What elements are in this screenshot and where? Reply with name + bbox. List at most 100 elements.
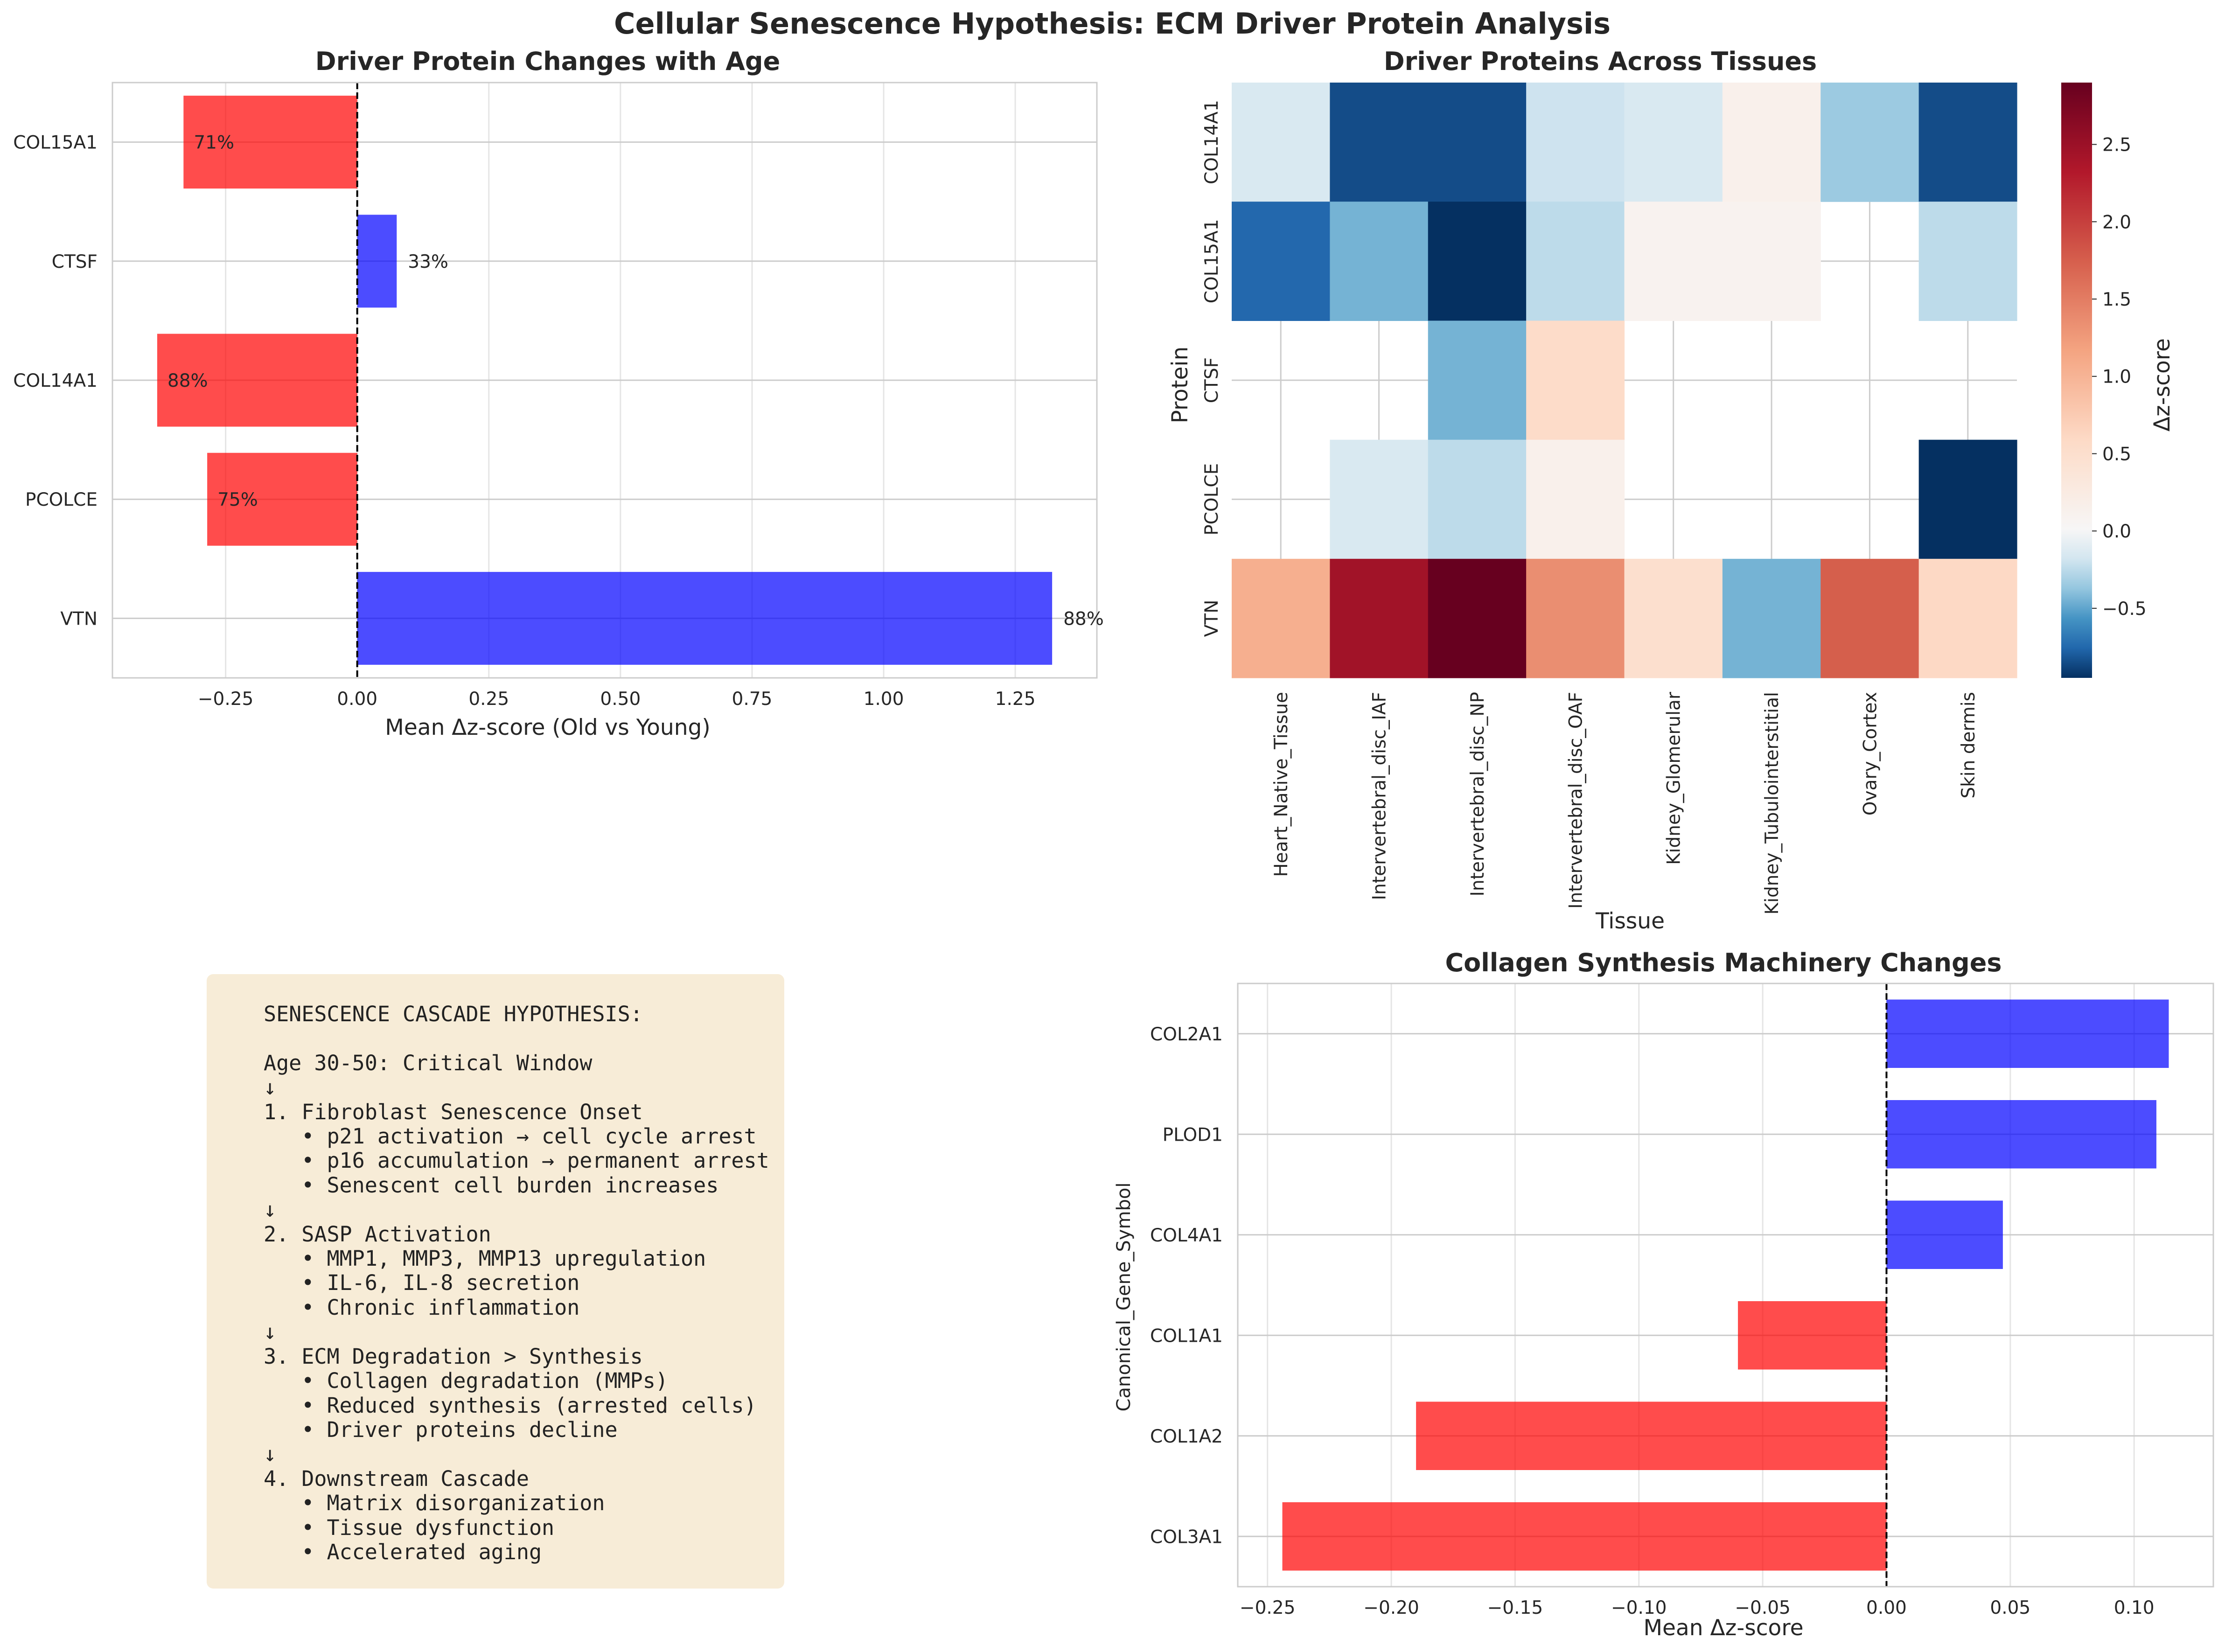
colorbar-tick-label: 2.0	[2102, 212, 2131, 233]
x-tick-label: 1.25	[995, 689, 1036, 710]
bar-data-label: 88%	[167, 370, 208, 391]
heatmap-cell	[1722, 202, 1821, 321]
heatmap-y-tick-label: COL15A1	[1201, 219, 1222, 303]
heatmap-cell	[1330, 439, 1429, 559]
heatmap-cell	[1526, 83, 1625, 202]
bar-data-label: 71%	[194, 132, 234, 153]
x-tick-label: −0.25	[1240, 1597, 1296, 1618]
driver-protein-bar-chart: Driver Protein Changes with Age COL15A1 C…	[13, 47, 1104, 740]
figure-suptitle: Cellular Senescence Hypothesis: ECM Driv…	[614, 7, 1611, 41]
heatmap-title: Driver Proteins Across Tissues	[1384, 47, 1817, 76]
heatmap-cell	[1428, 558, 1527, 678]
heatmap-cell	[1820, 558, 1919, 678]
heatmap-cell	[1330, 83, 1429, 202]
heatmap-cell	[1428, 202, 1527, 321]
heatmap-cell	[1918, 202, 2017, 321]
heatmap-cell	[1232, 202, 1330, 321]
heatmap-cell	[1918, 83, 2017, 202]
heatmap-cell	[1232, 558, 1330, 678]
heatmap-x-tick-label: Intervertebral_disc_OAF	[1565, 692, 1586, 909]
x-tick-label: −0.15	[1487, 1597, 1543, 1618]
x-tick-label: −0.25	[198, 689, 254, 710]
bar-col4a1	[1886, 1200, 2003, 1269]
heatmap-cell	[1722, 83, 1821, 202]
bar-pcolce	[207, 453, 357, 546]
y-tick-label: COL2A1	[1150, 1024, 1223, 1045]
heatmap-x-tick-label: Intervertebral_disc_IAF	[1369, 692, 1390, 900]
heatmap-x-tick-label: Skin dermis	[1958, 692, 1979, 799]
bar-chart-1-title: Driver Protein Changes with Age	[315, 47, 780, 76]
colorbar-tick-label: 1.0	[2102, 367, 2131, 388]
heatmap-cell	[1526, 558, 1625, 678]
x-tick-label: 0.00	[337, 689, 377, 710]
bar-col15a1	[183, 96, 357, 189]
heatmap-x-tick-label: Intervertebral_disc_NP	[1467, 692, 1488, 897]
heatmap-x-tick-label: Kidney_Tubulointerstitial	[1762, 692, 1783, 914]
bar-plod1	[1886, 1100, 2156, 1169]
heatmap-cell	[1624, 558, 1723, 678]
heatmap-cell	[1428, 321, 1527, 440]
bar-chart-1-xlabel: Mean Δz-score (Old vs Young)	[385, 715, 710, 740]
heatmap-x-tick-label: Kidney_Glomerular	[1664, 691, 1685, 865]
y-tick-label: COL1A2	[1150, 1426, 1223, 1447]
x-tick-label: 0.25	[468, 689, 509, 710]
tissue-heatmap: Driver Proteins Across Tissues COL14A1 CO…	[1167, 47, 2175, 934]
y-tick-label: PLOD1	[1163, 1124, 1223, 1145]
bar-data-label: 33%	[408, 251, 448, 272]
bar-col14a1	[157, 334, 357, 427]
axes-frame	[1237, 983, 2214, 1588]
bar-col1a1	[1738, 1301, 1887, 1370]
y-tick-label: VTN	[60, 608, 98, 629]
x-tick-label: 1.00	[864, 689, 904, 710]
heatmap-cell	[1820, 83, 1919, 202]
colorbar-tick-label: 0.5	[2102, 444, 2131, 465]
bar-ctsf	[357, 215, 397, 308]
colorbar-tick-label: 2.5	[2102, 135, 2131, 156]
collagen-synthesis-bar-chart: Collagen Synthesis Machinery Changes COL…	[1113, 948, 2214, 1641]
x-tick-label: 0.50	[600, 689, 641, 710]
heatmap-cell	[1428, 439, 1527, 559]
y-tick-label: CTSF	[52, 251, 98, 272]
x-tick-label: −0.05	[1735, 1597, 1791, 1618]
heatmap-cell	[1330, 202, 1429, 321]
x-tick-label: −0.20	[1363, 1597, 1419, 1618]
heatmap-colorbar: −0.5 0.0 0.5 1.0 1.5 2.0 2.5	[2061, 83, 2147, 678]
heatmap-x-tick-label: Heart_Native_Tissue	[1271, 692, 1292, 877]
bar-col1a2	[1416, 1401, 1887, 1471]
bar-vtn	[357, 572, 1053, 665]
y-tick-label: COL15A1	[13, 132, 98, 153]
colorbar-tick-label: 0.0	[2102, 521, 2131, 542]
x-tick-label: 0.75	[732, 689, 773, 710]
bar-data-label: 75%	[217, 489, 258, 510]
bar-chart-2-xlabel: Mean Δz-score	[1643, 1615, 1803, 1641]
heatmap-cell	[1428, 83, 1527, 202]
y-tick-label: PCOLCE	[25, 489, 98, 510]
heatmap-cell	[1918, 439, 2017, 559]
heatmap-y-tick-label: COL14A1	[1201, 100, 1222, 184]
y-tick-label: COL3A1	[1150, 1527, 1223, 1547]
x-tick-label: 0.05	[1990, 1597, 2030, 1618]
heatmap-x-tick-label: Ovary_Cortex	[1860, 692, 1881, 816]
x-tick-label: −0.10	[1611, 1597, 1667, 1618]
heatmap-cell	[1330, 558, 1429, 678]
bar-col2a1	[1886, 999, 2169, 1068]
heatmap-cell	[1918, 558, 2017, 678]
colorbar-tick-label: 1.5	[2102, 289, 2131, 310]
bar-chart-2-title: Collagen Synthesis Machinery Changes	[1445, 948, 2002, 977]
heatmap-cell	[1526, 439, 1625, 559]
hypothesis-text-box: SENESCENCE CASCADE HYPOTHESIS: Age 30-50…	[207, 974, 784, 1589]
bar-chart-2-ylabel: Canonical_Gene_Symbol	[1113, 1183, 1135, 1412]
heatmap-cell	[1526, 321, 1625, 440]
axes-frame	[112, 82, 1098, 679]
bar-data-label: 88%	[1063, 608, 1104, 629]
heatmap-cell	[1526, 202, 1625, 321]
heatmap-xlabel: Tissue	[1595, 908, 1665, 934]
y-tick-label: COL4A1	[1150, 1225, 1223, 1246]
heatmap-cell	[1722, 558, 1821, 678]
y-tick-label: COL14A1	[13, 370, 98, 391]
heatmap-ylabel: Protein	[1167, 347, 1193, 424]
x-tick-label: 0.00	[1866, 1597, 1907, 1618]
x-tick-label: 0.10	[2114, 1597, 2155, 1618]
colorbar-label: Δz-score	[2149, 338, 2175, 432]
